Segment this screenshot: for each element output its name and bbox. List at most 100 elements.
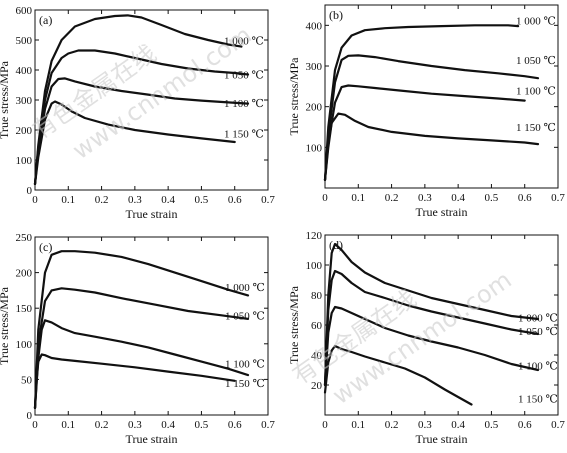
panel-label: (b) [329,8,343,22]
x-axis-label: True strain [416,432,468,446]
series-label-2: 1 100 ℃ [518,361,558,373]
y-tick-label: 60 [311,320,323,332]
y-tick-label: 120 [306,230,323,242]
series-line-1 [323,269,540,387]
x-tick-label: 0.6 [228,194,242,206]
plot-frame [324,4,559,189]
series-line-3 [323,344,473,406]
y-tick-label: 150 [16,303,33,315]
x-tick-label: 0.7 [551,419,565,431]
x-tick-label: 0.6 [518,419,532,431]
plot-frame [34,236,269,416]
x-tick-label: 0.4 [451,419,465,431]
series-label-2: 1 100 ℃ [224,98,264,110]
y-axis-label: True stress/MPa [0,60,11,139]
series-line-2 [323,305,540,387]
x-tick-label: 0.1 [61,194,75,206]
x-tick-label: 0.2 [95,419,109,431]
x-tick-label: 0.6 [518,192,532,204]
y-tick-label: 300 [16,95,33,107]
series-line-1 [33,49,250,186]
series-line-2 [33,77,250,186]
y-tick-label: 200 [306,102,323,114]
y-tick-label: 100 [306,142,323,154]
series-line-0 [323,24,520,181]
y-axis-label: True stress/MPa [287,57,301,136]
x-tick-label: 0.5 [195,194,209,206]
series-line-0 [33,250,250,409]
x-tick-label: 0.5 [485,419,499,431]
series-line-0 [323,242,540,387]
y-tick-label: 100 [16,339,33,351]
x-tick-label: 0.3 [418,419,432,431]
y-tick-label: 50 [21,374,33,386]
series-line-2 [323,84,526,181]
series-label-3: 1 150 ℃ [225,378,265,390]
x-tick-label: 0.4 [451,192,465,204]
panel-label: (c) [39,240,52,254]
x-tick-label: 0.4 [161,194,175,206]
x-tick-label: 0 [322,192,328,204]
chart-panel-3: 0 0.1 0.2 0.3 0.4 0.5 0.6 0.7 20 40 60 80 100 120 True… [287,230,565,446]
series-label-3: 1 150 ℃ [516,122,556,134]
x-tick-label: 0 [32,194,38,206]
x-tick-label: 0.2 [385,419,399,431]
y-tick-label: 0 [27,185,33,197]
x-tick-label: 0 [322,419,328,431]
y-tick-label: 40 [311,350,323,362]
series-label-3: 1 150 ℃ [224,129,264,141]
y-tick-label: 400 [16,65,33,77]
chart-panel-0: 0 0.1 0.2 0.3 0.4 0.5 0.6 0.7 0 100 200 300 400 500 60… [0,5,275,221]
series-line-1 [323,54,540,181]
series-line-3 [33,353,236,409]
y-tick-label: 80 [311,290,323,302]
x-tick-label: 0.1 [351,419,365,431]
x-axis-label: True strain [126,207,178,221]
x-tick-label: 0.3 [128,194,142,206]
x-tick-label: 0.3 [128,419,142,431]
x-tick-label: 0.2 [95,194,109,206]
series-label-2: 1 100 ℃ [225,359,265,371]
x-tick-label: 0.4 [161,419,175,431]
y-tick-label: 20 [311,380,323,392]
x-tick-label: 0.6 [228,419,242,431]
x-tick-label: 0 [32,419,38,431]
y-axis-label: True stress/MPa [287,285,301,364]
series-line-2 [33,319,250,409]
x-tick-label: 0.7 [261,194,275,206]
x-tick-label: 0.1 [61,419,75,431]
series-line-3 [323,112,540,181]
y-tick-label: 300 [306,61,323,73]
series-label-1: 1 050 ℃ [516,55,556,67]
series-label-2: 1 100 ℃ [516,85,556,97]
chart-panel-2: 0 0.1 0.2 0.3 0.4 0.5 0.6 0.7 0 50 100 150 200 250 Tru… [0,232,275,446]
x-tick-label: 0.2 [385,192,399,204]
y-tick-label: 500 [16,35,33,47]
x-tick-label: 0.1 [351,192,365,204]
series-line-0 [33,14,243,186]
y-tick-label: 0 [27,410,33,422]
y-tick-label: 100 [16,155,33,167]
y-tick-label: 200 [16,268,33,280]
series-label-1: 1 050 ℃ [518,326,558,338]
x-tick-label: 0.5 [485,192,499,204]
y-tick-label: 600 [16,5,33,17]
series-label-1: 1 050 ℃ [224,70,264,82]
panel-label: (a) [39,13,52,27]
series-label-3: 1 150 ℃ [518,394,558,406]
series-label-0: 1 000 ℃ [516,15,556,27]
x-tick-label: 0.7 [261,419,275,431]
x-tick-label: 0.7 [551,192,565,204]
series-label-1: 1 050 ℃ [225,310,265,322]
series-label-0: 1 000 ℃ [224,36,264,48]
y-tick-label: 400 [306,20,323,32]
series-label-0: 1 000 ℃ [518,313,558,325]
x-tick-label: 0.3 [418,192,432,204]
series-line-3 [33,100,236,186]
y-tick-label: 100 [306,260,323,272]
y-axis-label: True stress/MPa [0,286,11,365]
x-tick-label: 0.5 [195,419,209,431]
y-tick-label: 250 [16,232,33,244]
chart-panel-1: 0 0.1 0.2 0.3 0.4 0.5 0.6 0.7 100 200 300 400 True s… [287,4,565,219]
